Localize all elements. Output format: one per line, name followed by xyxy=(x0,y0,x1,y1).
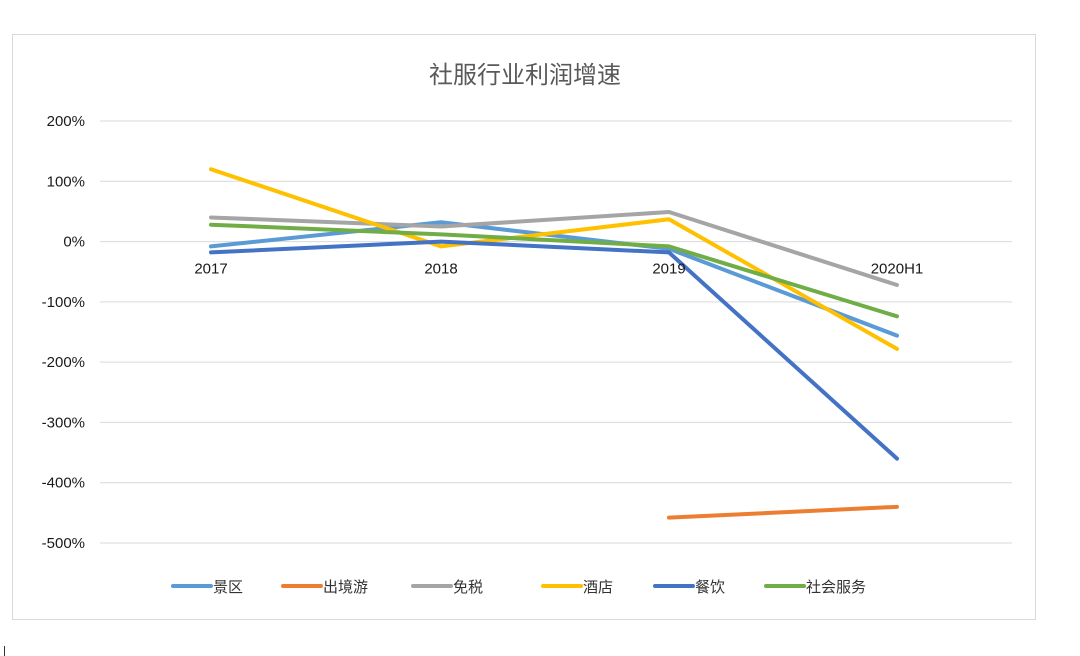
legend-label: 免税 xyxy=(453,578,483,596)
legend-label: 餐饮 xyxy=(695,578,725,596)
series-line xyxy=(209,210,899,287)
y-tick-label: -500% xyxy=(42,535,85,552)
legend-label: 出境游 xyxy=(323,578,368,596)
x-tick-label: 2017 xyxy=(194,261,227,278)
x-tick-label: 2019 xyxy=(652,261,685,278)
y-tick-label: 200% xyxy=(47,113,85,130)
y-tick-label: -200% xyxy=(42,354,85,371)
x-tick-label: 2018 xyxy=(424,261,457,278)
y-tick-label: -400% xyxy=(42,475,85,492)
series-line xyxy=(209,239,899,461)
x-tick-label: 2020H1 xyxy=(871,261,924,278)
chart-frame xyxy=(12,34,1036,620)
legend-label: 社会服务 xyxy=(806,578,866,596)
legend: 景区 出境游 免税 酒店 餐饮 社会服务 xyxy=(171,578,866,596)
y-tick-label: -100% xyxy=(42,294,85,311)
legend-label: 酒店 xyxy=(583,578,613,596)
series-line xyxy=(209,167,899,351)
series-line xyxy=(209,220,899,338)
y-axis-tick-labels: 200% 100% 0% -100% -200% -300% -400% -500% xyxy=(42,113,85,552)
series-line xyxy=(667,504,899,520)
series-lines xyxy=(209,167,899,520)
y-tick-label: -300% xyxy=(42,414,85,431)
edge-mark xyxy=(4,646,5,656)
legend-label: 景区 xyxy=(213,578,243,596)
gridlines xyxy=(100,120,1012,544)
y-tick-label: 100% xyxy=(47,173,85,190)
chart-title: 社服行业利润增速 xyxy=(429,61,621,89)
y-tick-label: 0% xyxy=(63,234,85,251)
series-line xyxy=(209,222,899,319)
x-axis-tick-labels: 2017 2018 2019 2020H1 xyxy=(194,261,923,278)
